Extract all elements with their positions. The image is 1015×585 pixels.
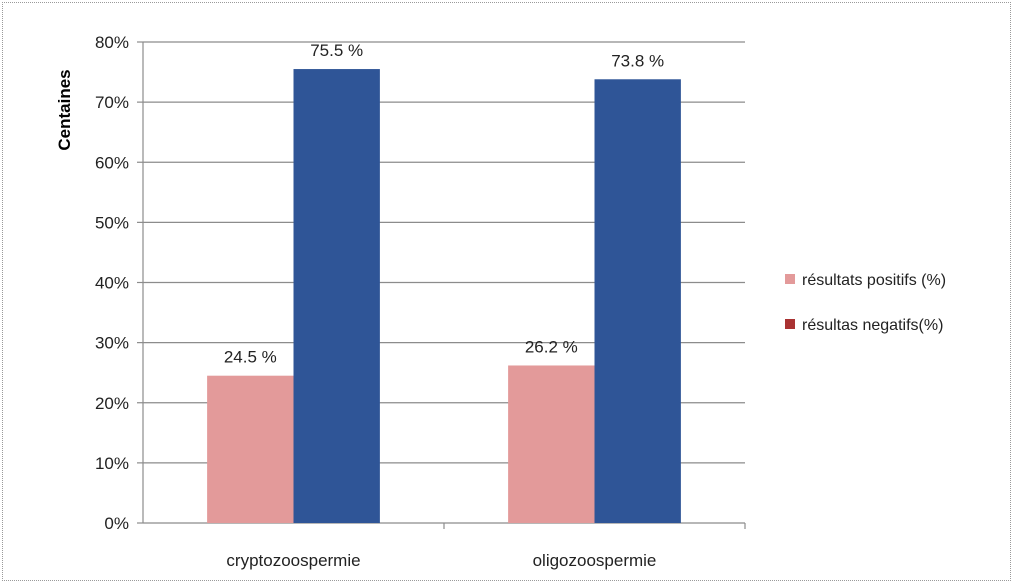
category-label: cryptozoospermie (226, 551, 360, 570)
data-label: 24.5 % (224, 348, 277, 367)
y-tick-label: 60% (95, 153, 129, 172)
bar-positive-oligozoospermie (508, 365, 595, 523)
y-tick-label: 10% (95, 454, 129, 473)
y-tick-label: 40% (95, 274, 129, 293)
y-tick-label: 20% (95, 394, 129, 413)
data-label: 75.5 % (310, 41, 363, 60)
bar-positive-cryptozoospermie (207, 375, 294, 523)
bar-negative-cryptozoospermie (293, 69, 380, 524)
data-label: 73.8 % (611, 51, 664, 70)
category-label: oligozoospermie (533, 551, 657, 570)
legend-marker-negative (785, 319, 795, 329)
y-tick-labels: 0% 10% 20% 30% 40% 50% 60% 70% 80% (95, 33, 129, 533)
y-tick-label: 70% (95, 93, 129, 112)
y-tick-label: 0% (104, 514, 129, 533)
y-tick-label: 50% (95, 213, 129, 232)
legend-marker-positive (785, 274, 795, 284)
legend-label-positive: résultats positifs (%) (802, 272, 946, 289)
y-axis-label: Centaines (55, 69, 74, 150)
legend-label-negative: résultas negatifs(%) (802, 317, 943, 334)
category-labels: cryptozoospermie oligozoospermie (226, 551, 656, 570)
data-labels: 24.5 % 75.5 % 26.2 % 73.8 % (224, 41, 664, 367)
y-tick-label: 30% (95, 334, 129, 353)
bar-negative-oligozoospermie (594, 79, 681, 523)
legend: résultats positifs (%) résultas negatifs… (785, 272, 946, 334)
bars (207, 69, 681, 524)
data-label: 26.2 % (525, 337, 578, 356)
y-tick-label: 80% (95, 33, 129, 52)
